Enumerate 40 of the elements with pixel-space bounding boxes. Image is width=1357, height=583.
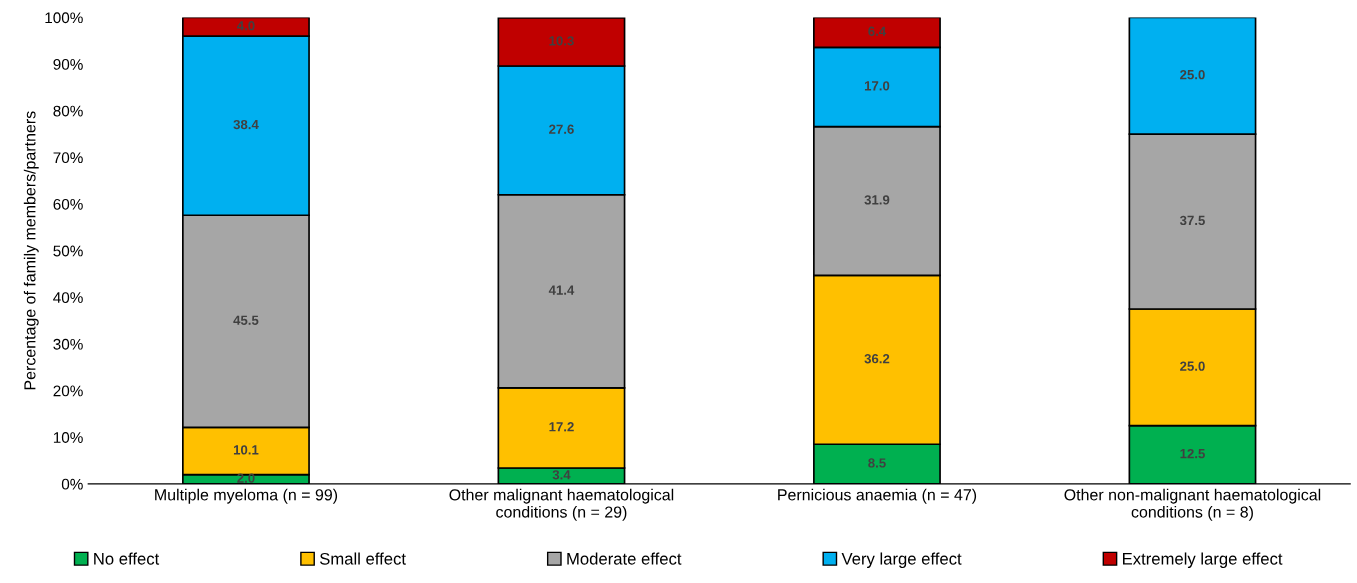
data-label: 45.5 [233, 315, 259, 325]
data-label: 38.4 [233, 119, 259, 130]
y-tick-label: 70% [53, 152, 83, 164]
legend-label: Extremely large effect [1123, 552, 1283, 568]
y-tick-label: 40% [53, 292, 83, 304]
y-axis-title: Percentage of family members/partners [23, 111, 39, 390]
y-tick-label: 90% [53, 59, 83, 70]
y-tick-label: 20% [53, 385, 83, 397]
data-label: 25.0 [1180, 69, 1205, 80]
legend-label: Very large effect [841, 552, 962, 568]
x-tick-label: Other malignant haematological conditions (n = 29) [449, 488, 674, 521]
legend-label: Moderate effect [567, 552, 682, 565]
y-tick-label: 50% [53, 245, 83, 257]
data-label: 37.5 [1179, 215, 1205, 226]
y-tick-label: 80% [53, 105, 83, 117]
data-label: 6.4 [868, 26, 887, 36]
y-tick-label: 60% [53, 198, 83, 210]
y-tick-label: 100% [45, 12, 83, 24]
x-tick-label: Pernicious anaemia (n = 47) [778, 488, 977, 504]
legend-label: No effect [94, 552, 160, 565]
data-label: 3.4 [552, 470, 571, 480]
data-label: 17.2 [549, 422, 574, 432]
data-label: 4.0 [236, 21, 255, 31]
x-tick-label: Multiple myeloma (n = 99) [155, 488, 338, 504]
data-label: 36.2 [864, 354, 890, 364]
x-tick-label: Other non-malignant haematological conditions (n = 8) [1064, 488, 1321, 521]
data-label: 2.0 [237, 473, 255, 483]
data-label: 27.6 [549, 124, 574, 134]
data-label: 25.0 [1180, 361, 1205, 371]
y-tick-label: 0% [61, 478, 83, 490]
data-label: 12.5 [1180, 448, 1205, 459]
legend-label: Small effect [319, 552, 406, 565]
data-label: 41.4 [548, 285, 575, 295]
data-label: 10.1 [233, 445, 259, 455]
data-label: 17.0 [864, 81, 890, 91]
data-label: 10.3 [549, 36, 574, 46]
y-tick-label: 30% [53, 338, 83, 350]
data-label: 8.5 [868, 458, 886, 468]
y-tick-label: 10% [53, 432, 83, 443]
data-label: 31.9 [864, 195, 890, 205]
